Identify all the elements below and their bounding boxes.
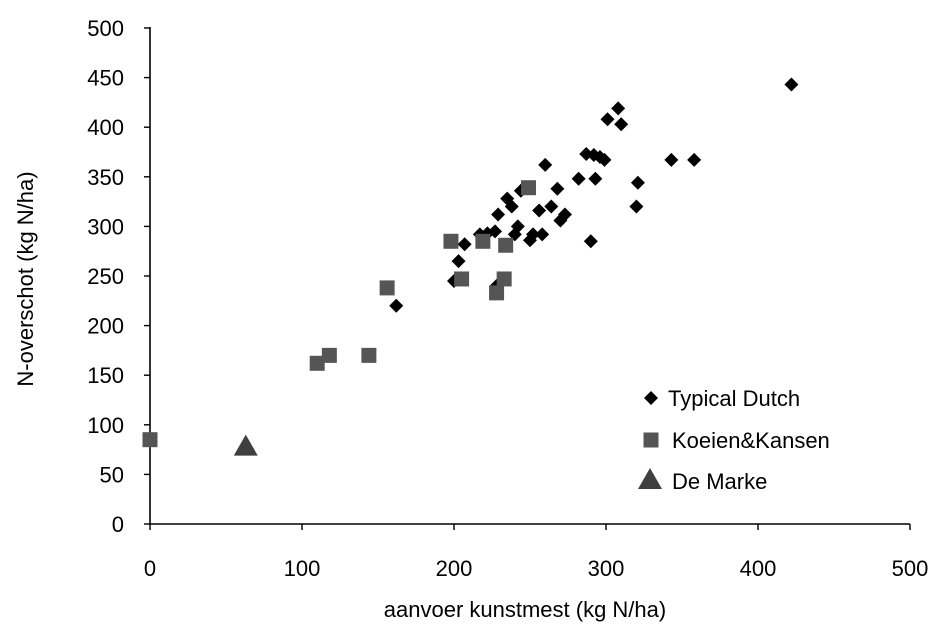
x-tick-label: 100 (284, 556, 321, 581)
y-axis-label: N-overschot (kg N/ha) (13, 171, 38, 386)
diamond-point (597, 152, 612, 167)
diamond-point (532, 203, 547, 218)
diamond-point (583, 234, 598, 249)
diamond-point (611, 101, 626, 116)
diamond-point (544, 199, 559, 214)
legend-diamond-marker (644, 391, 658, 405)
square-point (489, 285, 505, 301)
square-point (496, 271, 512, 287)
y-tick-label: 450 (87, 66, 124, 91)
diamond-point (571, 171, 586, 186)
series-triangle-points (233, 434, 258, 456)
diamond-point (389, 298, 404, 313)
x-tick-label: 0 (144, 556, 156, 581)
diamond-point (488, 224, 503, 239)
legend-item-label: Koeien&Kansen (672, 428, 830, 453)
square-point (379, 280, 395, 296)
diamond-point (491, 207, 506, 222)
square-point (309, 355, 325, 371)
diamond-point (629, 199, 644, 214)
square-point (498, 237, 514, 253)
legend-triangle-marker (638, 467, 662, 489)
diamond-point (504, 199, 519, 214)
diamond-point (588, 171, 603, 186)
ticks: 0 100 200 300 400 500 0 50 100 150 200 250 300 350 400… (87, 16, 928, 581)
x-tick-label: 500 (892, 556, 929, 581)
x-tick-label: 400 (740, 556, 777, 581)
legend-item-label: Typical Dutch (668, 386, 800, 411)
diamond-point (784, 77, 799, 92)
y-tick-label: 250 (87, 264, 124, 289)
diamond-point (538, 157, 553, 172)
diamond-point (630, 175, 645, 190)
x-tick-label: 200 (436, 556, 473, 581)
square-point (321, 347, 337, 363)
x-tick-label: 300 (588, 556, 625, 581)
y-tick-label: 100 (87, 413, 124, 438)
y-tick-label: 300 (87, 214, 124, 239)
diamond-point (687, 152, 702, 167)
square-point (361, 347, 377, 363)
square-point (443, 233, 459, 249)
x-axis-label: aanvoer kunstmest (kg N/ha) (384, 597, 666, 622)
diamond-point (510, 219, 525, 234)
square-point (475, 233, 491, 249)
diamond-point (557, 207, 572, 222)
legend-item-label: De Marke (672, 469, 767, 494)
square-point (142, 432, 158, 448)
diamond-point (664, 152, 679, 167)
y-tick-label: 500 (87, 16, 124, 41)
y-tick-label: 50 (100, 462, 124, 487)
diamond-point (457, 237, 472, 252)
legend-square-marker (643, 432, 659, 448)
diamond-point (535, 227, 550, 242)
y-tick-label: 150 (87, 363, 124, 388)
legend: Typical Dutch Koeien&Kansen De Marke (638, 386, 830, 494)
series-diamond-points (389, 77, 799, 313)
data-points (142, 77, 799, 456)
y-tick-label: 400 (87, 115, 124, 140)
series-square-points (142, 180, 536, 448)
square-point (454, 271, 470, 287)
y-tick-label: 0 (112, 512, 124, 537)
triangle-point (233, 434, 258, 456)
diamond-point (550, 181, 565, 196)
diamond-point (451, 254, 466, 269)
square-point (520, 180, 536, 196)
diamond-point (614, 117, 629, 132)
diamond-point (526, 227, 541, 242)
diamond-point (600, 112, 615, 127)
y-tick-label: 200 (87, 314, 124, 339)
y-tick-label: 350 (87, 165, 124, 190)
